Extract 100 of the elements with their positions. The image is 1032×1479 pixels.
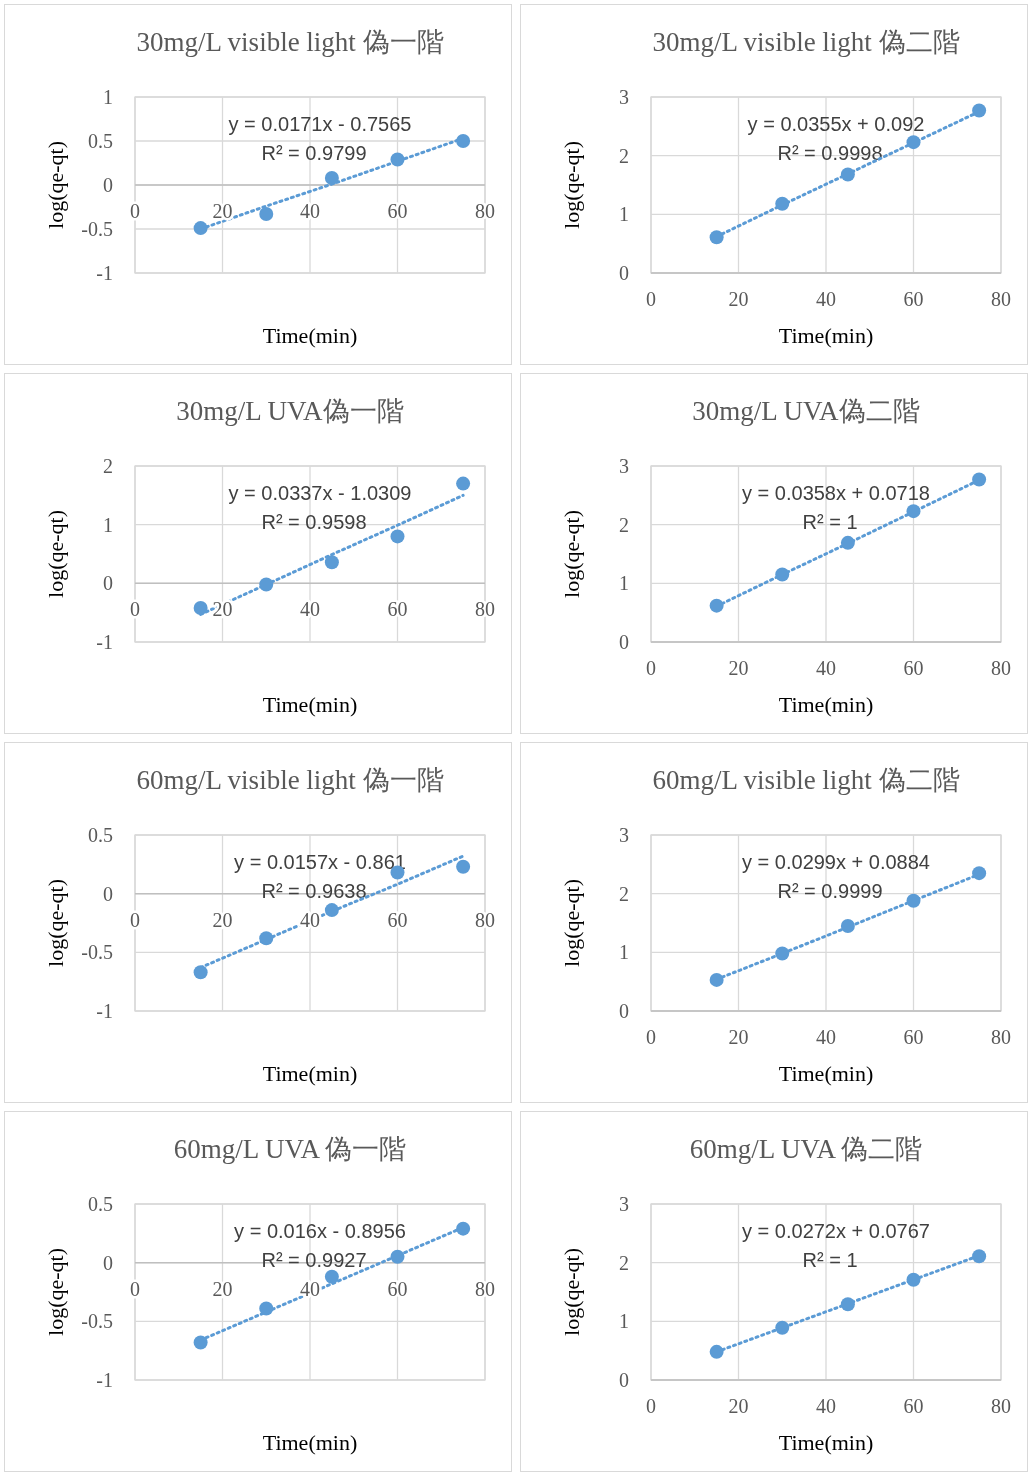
annotation: R² = 0.9638: [261, 880, 367, 902]
x-axis-title: Time(min): [262, 1430, 358, 1455]
point: [456, 1221, 471, 1236]
point: [709, 230, 724, 245]
y-tick-label: 2: [619, 882, 629, 905]
annotation: R² = 0.9799: [261, 142, 367, 164]
y-axis-title: log(qe-qt): [43, 879, 68, 967]
point: [840, 1297, 855, 1312]
y-tick-label: 0: [619, 262, 629, 284]
x-tick-label: 80: [475, 908, 495, 931]
y-axis-title: log(qe-qt): [559, 1248, 584, 1336]
x-tick-label: 40: [816, 1395, 836, 1417]
y-tick-label: 1: [619, 1310, 629, 1333]
annotation: y = 0.0272x + 0.0767: [742, 1220, 930, 1242]
point: [906, 135, 921, 150]
point: [840, 535, 855, 550]
point: [193, 221, 208, 236]
y-tick-label: -0.5: [81, 218, 113, 240]
y-tick-label: -1: [96, 1000, 113, 1022]
x-tick-label: 40: [816, 1026, 836, 1048]
x-axis-title: Time(min): [262, 692, 358, 717]
annotation: y = 0.016x - 0.8956: [234, 1220, 406, 1242]
point: [775, 946, 790, 961]
point: [456, 476, 471, 491]
point: [775, 567, 790, 582]
x-axis-title: Time(min): [262, 323, 358, 348]
x-tick-label: 0: [646, 1026, 656, 1048]
y-tick-label: 1: [619, 572, 629, 595]
annotation: y = 0.0157x - 0.861: [234, 851, 406, 873]
y-tick-label: 2: [619, 1251, 629, 1274]
point: [906, 1272, 921, 1287]
x-tick-label: 0: [130, 598, 140, 621]
x-tick-label: 20: [212, 1277, 233, 1300]
point: [259, 577, 274, 592]
chart-title: 30mg/L visible light 偽二階: [652, 27, 960, 57]
y-tick-label: -1: [96, 631, 113, 653]
annotation: R² = 1: [802, 511, 858, 533]
y-axis-title: log(qe-qt): [559, 510, 584, 598]
y-tick-label: 0: [103, 572, 113, 595]
y-tick-label: 1: [619, 203, 629, 226]
y-axis-title: log(qe-qt): [43, 141, 68, 229]
x-tick-label: 40: [816, 657, 836, 679]
y-axis-title: log(qe-qt): [43, 510, 68, 598]
x-tick-label: 80: [475, 1277, 495, 1300]
chart-title: 60mg/L UVA 偽一階: [173, 1134, 407, 1164]
y-tick-label: 3: [619, 455, 629, 477]
y-tick-label: 2: [103, 455, 113, 477]
x-axis-title: Time(min): [778, 692, 874, 717]
x-axis-title: Time(min): [778, 1430, 874, 1455]
y-tick-label: -1: [96, 1369, 113, 1391]
point: [193, 1335, 208, 1350]
y-tick-label: 1: [103, 513, 113, 536]
annotation: R² = 0.9999: [777, 880, 883, 902]
annotation: R² = 0.9598: [261, 511, 367, 533]
x-tick-label: 0: [646, 288, 656, 310]
chart-title: 30mg/L UVA偽一階: [176, 396, 404, 426]
x-axis-title: Time(min): [262, 1061, 358, 1086]
point: [390, 152, 405, 167]
point: [193, 965, 208, 980]
y-tick-label: 0: [103, 1251, 113, 1274]
x-tick-label: 60: [903, 288, 924, 310]
point: [324, 555, 339, 570]
x-tick-label: 20: [212, 908, 233, 931]
point: [972, 1249, 987, 1264]
point: [324, 170, 339, 185]
y-tick-label: 0.5: [88, 130, 113, 152]
point: [709, 972, 724, 987]
x-tick-label: 60: [387, 598, 408, 621]
x-tick-label: 20: [212, 200, 233, 222]
x-tick-label: 40: [816, 288, 836, 310]
x-tick-label: 60: [903, 657, 924, 679]
x-tick-label: 60: [387, 1277, 408, 1300]
y-axis-title: log(qe-qt): [559, 879, 584, 967]
y-tick-label: 1: [103, 86, 113, 108]
point: [456, 134, 471, 148]
y-tick-label: 0: [103, 882, 113, 905]
point: [972, 866, 987, 881]
y-tick-label: 2: [619, 144, 629, 167]
annotation: R² = 0.9927: [261, 1249, 367, 1271]
x-tick-label: 60: [903, 1395, 924, 1417]
x-tick-label: 40: [300, 598, 320, 621]
x-tick-label: 80: [475, 598, 495, 621]
x-tick-label: 20: [728, 288, 749, 310]
x-tick-label: 80: [991, 1395, 1011, 1417]
annotation: y = 0.0358x + 0.0718: [742, 482, 930, 504]
y-tick-label: 0.5: [88, 824, 113, 846]
y-tick-label: 3: [619, 824, 629, 846]
point: [193, 600, 208, 615]
point: [972, 472, 987, 487]
x-tick-label: 0: [130, 1277, 140, 1300]
y-tick-label: 2: [619, 513, 629, 536]
point: [390, 529, 405, 544]
annotation: R² = 0.9998: [777, 142, 883, 164]
y-tick-label: 0: [103, 174, 113, 196]
chart-title: 30mg/L UVA偽二階: [692, 396, 920, 426]
point: [709, 598, 724, 613]
point: [456, 859, 471, 874]
x-tick-label: 40: [300, 200, 320, 222]
point: [775, 196, 790, 211]
x-tick-label: 0: [646, 1395, 656, 1417]
